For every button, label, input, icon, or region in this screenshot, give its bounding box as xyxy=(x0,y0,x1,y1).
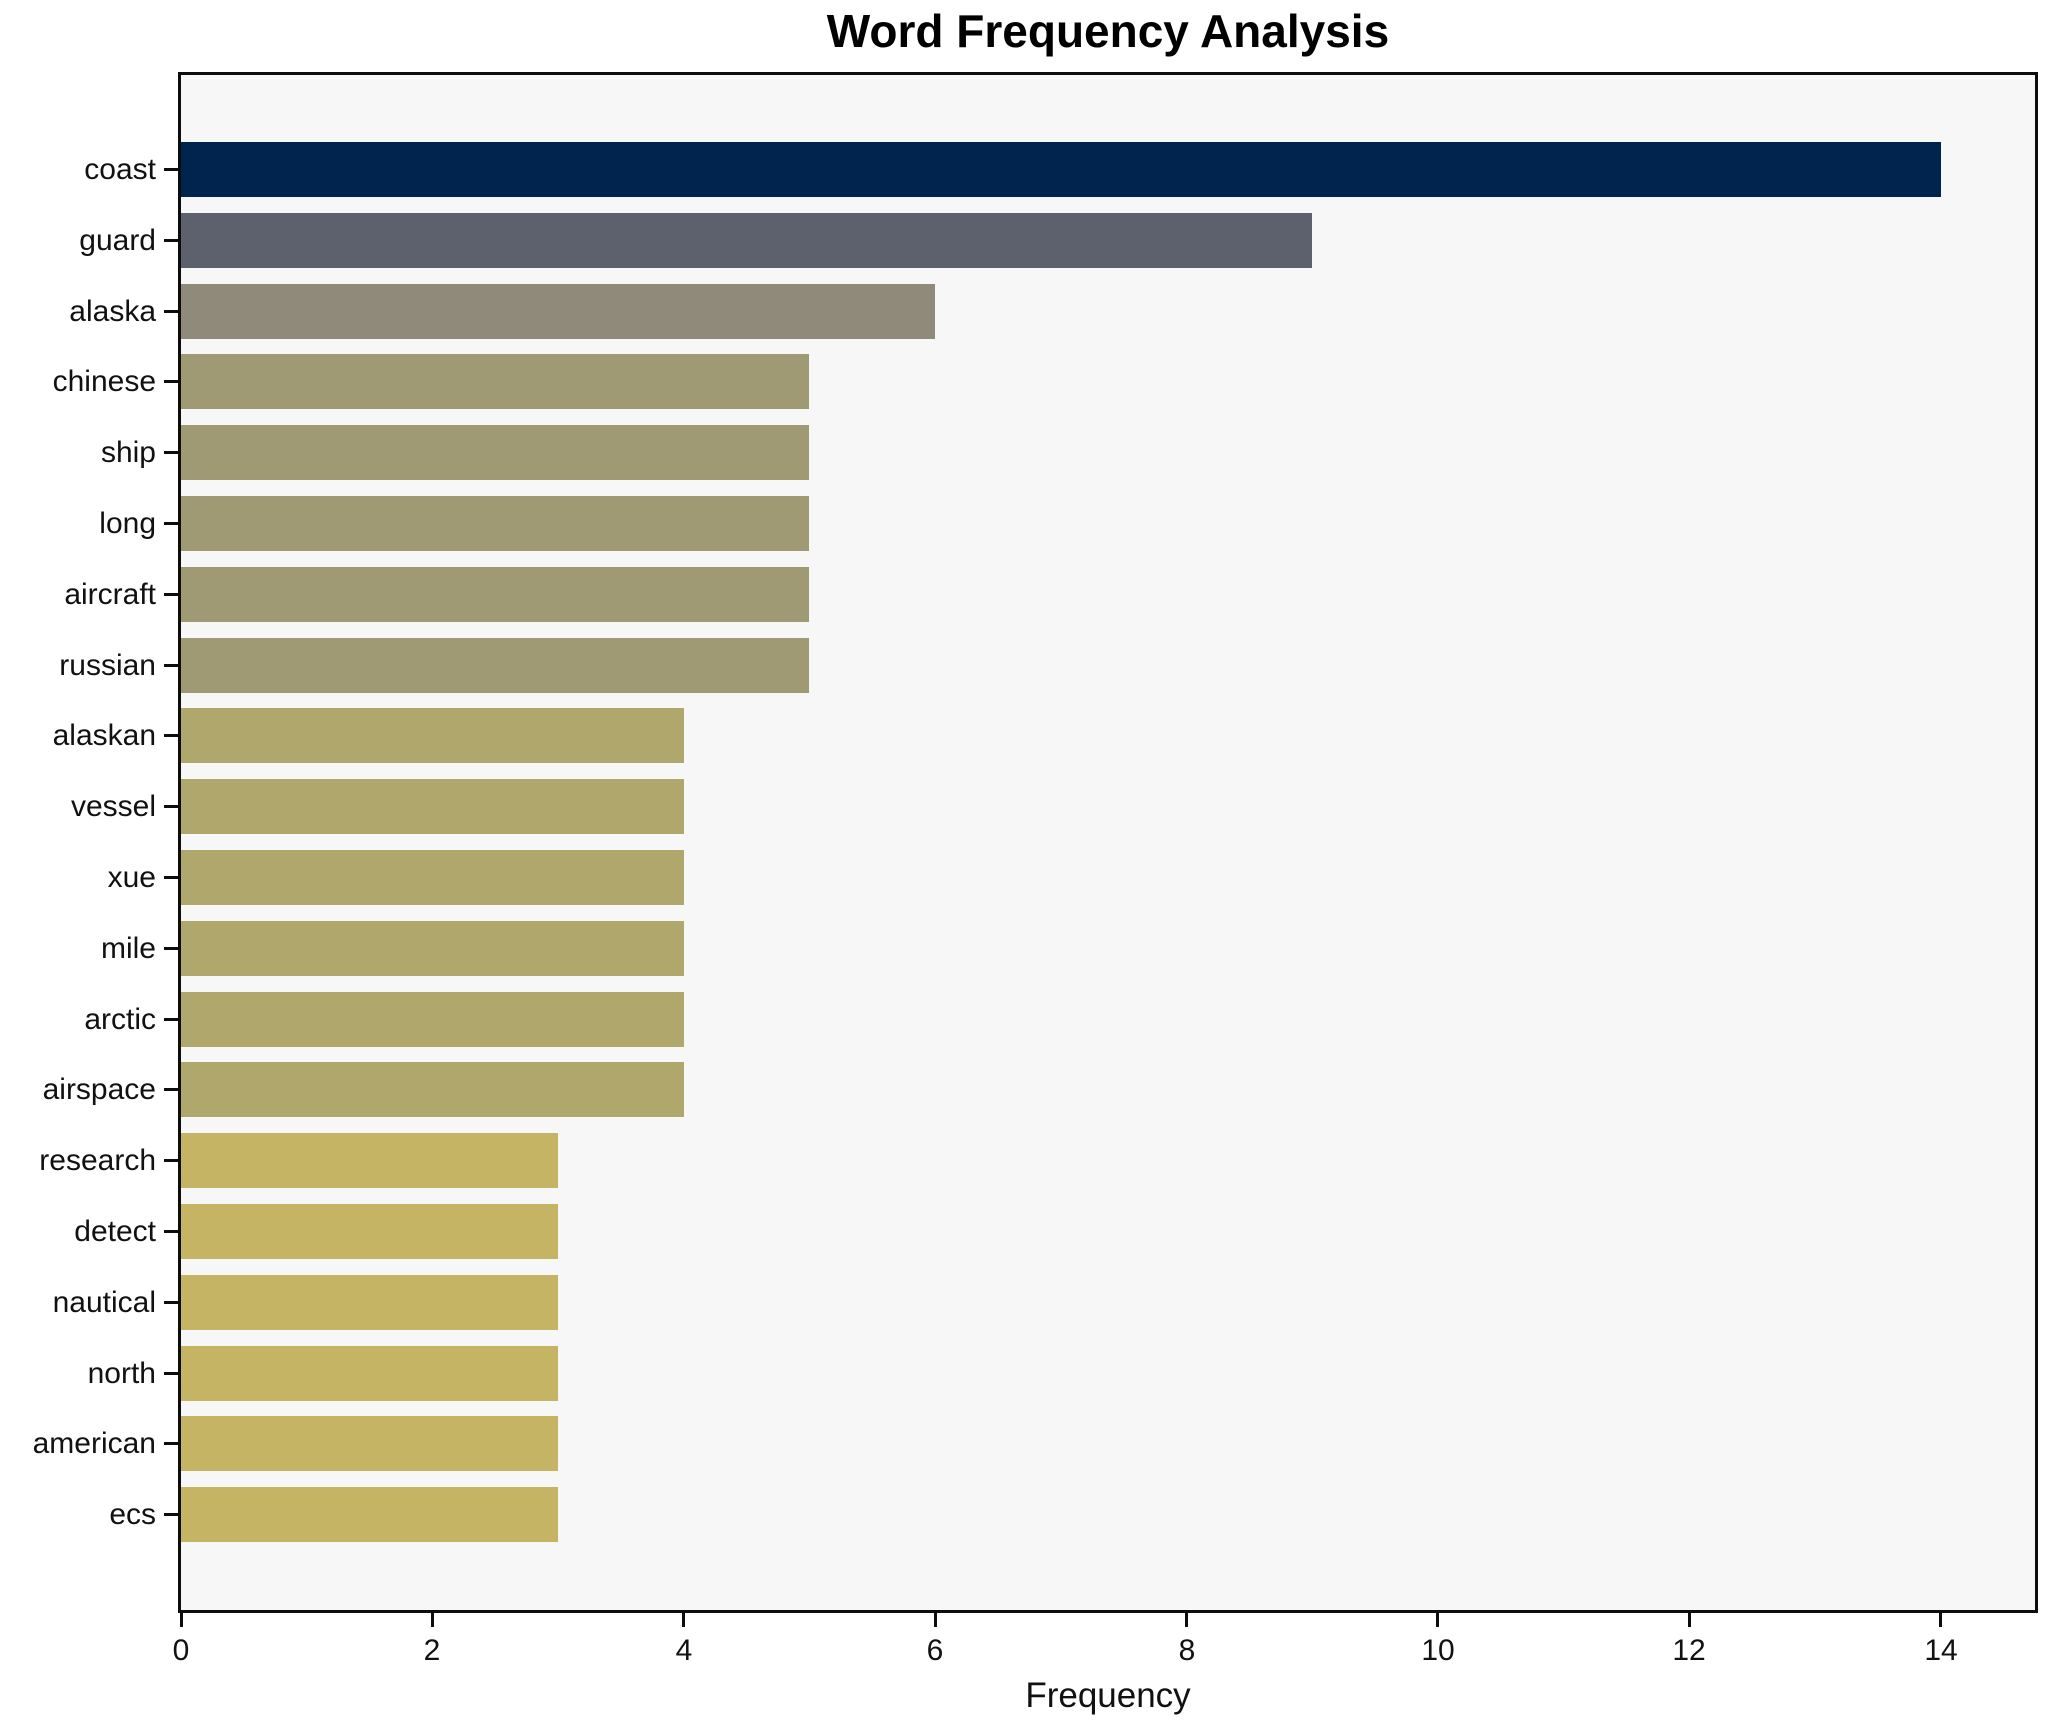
y-tick xyxy=(164,310,178,313)
y-tick-label: american xyxy=(32,1427,156,1460)
y-tick xyxy=(164,876,178,879)
bar-guard xyxy=(181,213,1312,268)
y-tick xyxy=(164,522,178,525)
x-tick-label: 8 xyxy=(1178,1634,1196,1667)
y-tick xyxy=(164,168,178,171)
y-tick-label: research xyxy=(39,1144,156,1177)
y-tick xyxy=(164,664,178,667)
chart-title: Word Frequency Analysis xyxy=(826,5,1390,57)
bar-coast xyxy=(181,142,1941,197)
y-tick xyxy=(164,1018,178,1021)
x-tick xyxy=(1185,1613,1188,1627)
x-tick-label: 6 xyxy=(926,1634,944,1667)
bar-nautical xyxy=(181,1275,558,1330)
x-tick xyxy=(682,1613,685,1627)
x-tick-label: 2 xyxy=(423,1634,441,1667)
bar-ecs xyxy=(181,1487,558,1542)
y-tick xyxy=(164,1442,178,1445)
y-tick xyxy=(164,734,178,737)
y-tick-label: vessel xyxy=(70,790,156,823)
x-tick xyxy=(1436,1613,1439,1627)
y-tick xyxy=(164,947,178,950)
bar-north xyxy=(181,1346,558,1401)
y-tick-label: arctic xyxy=(84,1003,156,1036)
y-tick-label: nautical xyxy=(52,1286,156,1319)
y-tick xyxy=(164,1301,178,1304)
y-tick-label: detect xyxy=(74,1215,156,1248)
bar-ship xyxy=(181,425,809,480)
bar-airspace xyxy=(181,1062,684,1117)
bar-aircraft xyxy=(181,567,809,622)
y-tick xyxy=(164,1230,178,1233)
bar-alaska xyxy=(181,284,935,339)
x-tick xyxy=(431,1613,434,1627)
bar-long xyxy=(181,496,809,551)
bar-mile xyxy=(181,921,684,976)
x-tick xyxy=(1939,1613,1942,1627)
y-tick-label: chinese xyxy=(52,365,156,398)
y-tick-label: ecs xyxy=(109,1498,156,1531)
plot-area xyxy=(178,72,2038,1613)
x-tick xyxy=(180,1613,183,1627)
x-tick-label: 14 xyxy=(1924,1634,1958,1667)
bar-vessel xyxy=(181,779,684,834)
y-tick xyxy=(164,1159,178,1162)
y-tick-label: mile xyxy=(100,932,156,965)
x-axis-title: Frequency xyxy=(1025,1676,1191,1715)
x-tick-label: 4 xyxy=(675,1634,693,1667)
y-tick xyxy=(164,451,178,454)
bar-russian xyxy=(181,638,809,693)
bar-arctic xyxy=(181,992,684,1047)
y-tick xyxy=(164,1372,178,1375)
x-tick xyxy=(934,1613,937,1627)
y-tick-label: north xyxy=(87,1357,156,1390)
x-tick xyxy=(1688,1613,1691,1627)
y-tick-label: russian xyxy=(59,649,156,682)
x-tick-label: 0 xyxy=(172,1634,190,1667)
y-tick xyxy=(164,805,178,808)
y-tick-label: coast xyxy=(84,153,156,186)
y-tick xyxy=(164,239,178,242)
y-tick-label: xue xyxy=(107,861,156,894)
y-tick-label: airspace xyxy=(42,1073,156,1106)
bar-xue xyxy=(181,850,684,905)
y-tick-label: long xyxy=(99,507,156,540)
bar-detect xyxy=(181,1204,558,1259)
y-tick-label: alaskan xyxy=(52,719,156,752)
x-tick-label: 12 xyxy=(1672,1634,1706,1667)
bar-research xyxy=(181,1133,558,1188)
bar-alaskan xyxy=(181,708,684,763)
y-tick-label: guard xyxy=(79,224,156,257)
y-tick-label: ship xyxy=(100,436,156,469)
y-tick-label: alaska xyxy=(69,295,156,328)
y-tick xyxy=(164,1088,178,1091)
x-tick-label: 10 xyxy=(1421,1634,1455,1667)
y-tick xyxy=(164,1513,178,1516)
bar-american xyxy=(181,1416,558,1471)
y-tick xyxy=(164,380,178,383)
bar-chinese xyxy=(181,354,809,409)
y-tick xyxy=(164,593,178,596)
y-tick-label: aircraft xyxy=(64,578,156,611)
